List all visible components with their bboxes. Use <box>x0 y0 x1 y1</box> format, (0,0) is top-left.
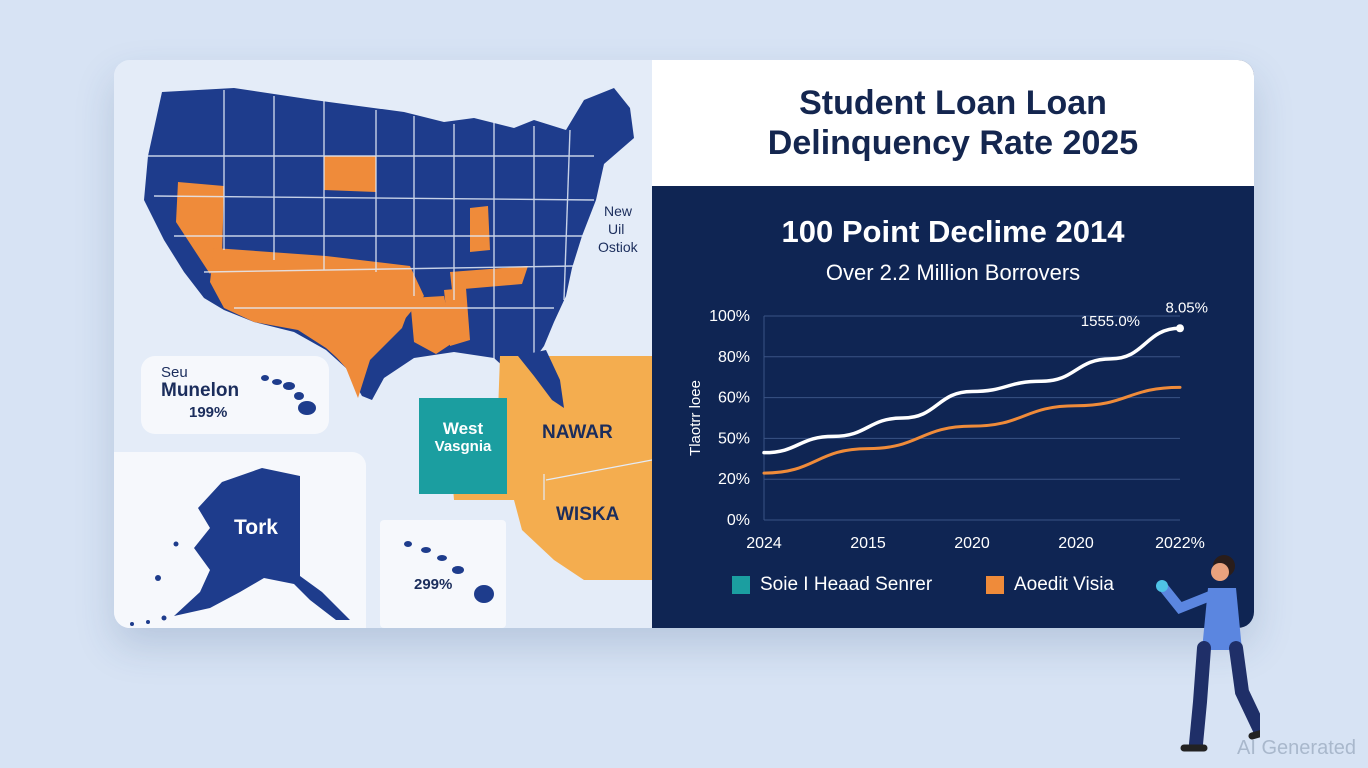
y-tick-label: 50% <box>718 430 750 447</box>
state-louisiana <box>410 296 454 354</box>
west-virginia-label-2: Vasgnia <box>434 438 492 455</box>
northeast-label-2: Uil <box>608 221 625 237</box>
title-box: Student Loan Loan Delinquency Rate 2025 <box>652 60 1254 186</box>
chart-title: Student Loan Loan Delinquency Rate 2025 <box>767 84 1139 162</box>
x-tick-label: 2015 <box>850 535 886 552</box>
legend-label-2: Aoedit Visia <box>1014 574 1114 595</box>
hawaii-pct-label: 299% <box>414 576 453 593</box>
hawaii-label-3: 199% <box>189 404 228 421</box>
series-end-marker <box>1176 324 1184 333</box>
legend-label-1: Soie I Heaad Senrer <box>760 574 933 595</box>
state-south-dakota <box>324 156 376 192</box>
line-chart: Tlaotrr loee 0% 20% 50% 60% 80% 100% 2024 2015 2… <box>687 300 1208 552</box>
west-virginia-label-1: West <box>442 419 484 438</box>
legend-item-2: Aoedit Visia <box>986 574 1114 596</box>
headline: 100 Point Declime 2014 <box>781 214 1125 249</box>
y-axis-label: Tlaotrr loee <box>687 380 704 456</box>
y-tick-label: 60% <box>718 390 750 407</box>
x-tick-label: 2022% <box>1155 535 1205 552</box>
state-indiana <box>470 206 490 252</box>
legend-swatch-1 <box>732 576 750 594</box>
alaska-map-icon <box>130 468 350 626</box>
alaska-inset: Tork <box>114 452 366 628</box>
hawaii-islands-icon <box>261 375 316 415</box>
state-florida <box>518 350 564 408</box>
subheadline: Over 2.2 Million Borrovers <box>825 260 1081 285</box>
series-line-1 <box>762 326 1182 455</box>
y-tick-label: 100% <box>709 308 750 325</box>
y-tick-label: 0% <box>727 512 750 529</box>
block-lower-label: WISKA <box>556 504 620 525</box>
us-mainland <box>144 88 634 410</box>
annotation-label: 8.05% <box>1165 300 1208 316</box>
alaska-label: Tork <box>234 516 278 539</box>
x-tick-label: 2020 <box>1058 535 1094 552</box>
us-map-panel: Seu Munelon 199% Tork 299% New Uil <box>114 60 652 628</box>
us-map <box>144 88 652 580</box>
west-virginia-label: West Vasgnia <box>432 420 494 456</box>
hawaii-inset: Seu Munelon 199% <box>141 356 329 434</box>
hawaii-inset-lower: 299% <box>380 520 506 628</box>
infographic-card: Seu Munelon 199% Tork 299% New Uil <box>114 60 1254 628</box>
legend-item-1: Soie I Heaad Senrer <box>732 574 932 596</box>
state-borders <box>148 90 595 360</box>
legend-swatch-2 <box>986 576 1004 594</box>
state-tennessee <box>450 266 528 290</box>
hawaii-label-1: Seu <box>161 364 188 381</box>
series-line-2 <box>762 385 1182 475</box>
northeast-label: New Uil Ostiok <box>598 202 638 256</box>
state-mississippi <box>444 288 470 346</box>
y-tick-label: 20% <box>718 471 750 488</box>
state-texas <box>310 268 414 398</box>
person-illustration <box>1156 555 1260 752</box>
watermark: AI Generated <box>1237 737 1356 759</box>
annotation-label: 1555.0% <box>1081 313 1140 330</box>
y-tick-label: 80% <box>718 349 750 366</box>
block-upper-label: NAWAR <box>542 422 613 443</box>
west-virginia-block <box>419 398 507 494</box>
chart-panel: Student Loan Loan Delinquency Rate 2025 … <box>652 60 1254 628</box>
northeast-label-1: New <box>604 203 633 219</box>
hawaii-islands-lower-icon <box>404 541 494 603</box>
state-nevada <box>176 182 224 274</box>
hawaii-label-2: Munelon <box>161 380 240 401</box>
x-tick-label: 2024 <box>746 535 782 552</box>
x-tick-label: 2020 <box>954 535 990 552</box>
northeast-label-3: Ostiok <box>598 239 638 255</box>
